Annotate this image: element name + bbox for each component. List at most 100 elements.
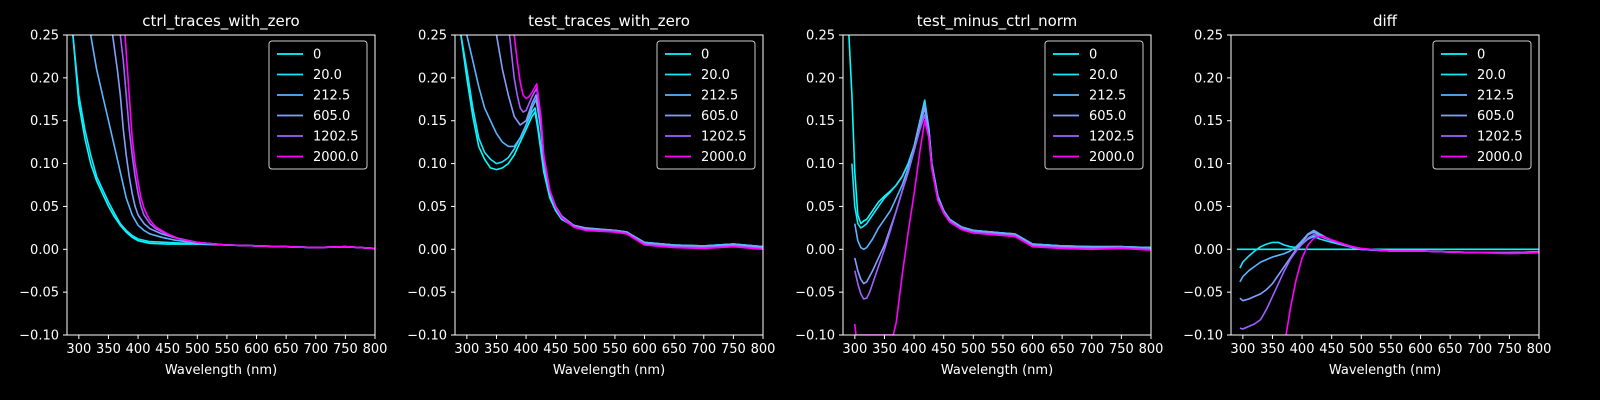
y-tick-label: −0.10	[407, 329, 447, 344]
x-tick-label: 500	[961, 342, 986, 357]
y-tick-label: 0.05	[30, 200, 59, 215]
chart-panel-3: test_minus_ctrl_norm 300 350 400 450 500 550 60…	[795, 12, 1163, 378]
x-tick-label: 800	[1139, 342, 1164, 357]
x-tick-label: 350	[96, 342, 121, 357]
plot-frame	[842, 34, 1152, 336]
series-line-2000.0	[124, 35, 375, 250]
y-tick-label: −0.10	[795, 329, 835, 344]
x-tick-label: 650	[662, 342, 687, 357]
x-axis-label: Wavelength (nm)	[1329, 363, 1441, 378]
x-tick-label: 700	[1079, 342, 1104, 357]
y-tick-label: −0.10	[1183, 329, 1223, 344]
plot-frame	[454, 34, 764, 336]
legend-label: 212.5	[1089, 89, 1126, 104]
legend-label: 1202.5	[313, 130, 359, 145]
chart-panel-4: diff 300 350 400 450 500 550 600 650 700 750 800 −0.…	[1183, 12, 1551, 378]
y-tick-label: −0.10	[19, 329, 59, 344]
x-tick-label: 400	[126, 342, 151, 357]
series-group	[460, 35, 763, 251]
y-tick-label: 0.00	[30, 243, 59, 258]
plot-frame	[1230, 34, 1540, 336]
x-tick-label: 600	[1408, 342, 1433, 357]
y-tick-label: 0.10	[1194, 157, 1223, 172]
legend-label: 0	[313, 48, 321, 63]
x-tick-label: 800	[363, 342, 388, 357]
y-tick-label: 0.25	[30, 29, 59, 44]
x-tick-label: 600	[1020, 342, 1045, 357]
legend-label: 1202.5	[1477, 130, 1523, 145]
legend-label: 2000.0	[701, 150, 747, 165]
series-group	[848, 35, 1151, 335]
y-tick-label: 0.00	[806, 243, 835, 258]
legend-label: 212.5	[701, 89, 738, 104]
chart-panel-2: test_traces_with_zero 300 350 400 450 500 550 6…	[407, 12, 775, 378]
x-tick-label: 300	[1230, 342, 1255, 357]
legend-label: 0	[1477, 48, 1485, 63]
x-tick-label: 300	[66, 342, 91, 357]
x-tick-label: 550	[215, 342, 240, 357]
x-tick-label: 300	[842, 342, 867, 357]
x-tick-label: 600	[632, 342, 657, 357]
x-tick-label: 750	[721, 342, 746, 357]
legend-label: 20.0	[313, 68, 342, 83]
x-tick-label: 650	[1438, 342, 1463, 357]
y-tick-label: 0.00	[418, 243, 447, 258]
x-tick-label: 700	[303, 342, 328, 357]
legend: 0 20.0 212.5 605.0 1202.5 2000.0	[1432, 40, 1532, 170]
y-tick-label: −0.05	[1183, 286, 1223, 301]
legend-label: 2000.0	[313, 150, 359, 165]
x-tick-label: 750	[1109, 342, 1134, 357]
x-tick-label: 350	[1260, 342, 1285, 357]
y-tick-label: 0.25	[806, 29, 835, 44]
legend-label: 605.0	[1477, 109, 1514, 124]
legend: 0 20.0 212.5 605.0 1202.5 2000.0	[1044, 40, 1144, 170]
legend-box	[1432, 40, 1532, 170]
y-tick-label: 0.25	[1194, 29, 1223, 44]
y-tick-label: −0.05	[19, 286, 59, 301]
legend: 0 20.0 212.5 605.0 1202.5 2000.0	[656, 40, 756, 170]
legend-label: 212.5	[313, 89, 350, 104]
y-tick-label: 0.25	[418, 29, 447, 44]
x-tick-label: 450	[155, 342, 180, 357]
y-tick-label: 0.05	[1194, 200, 1223, 215]
x-tick-label: 350	[872, 342, 897, 357]
y-tick-label: 0.15	[1194, 114, 1223, 129]
x-tick-label: 800	[751, 342, 776, 357]
y-tick-label: 0.20	[418, 71, 447, 86]
x-tick-label: 550	[603, 342, 628, 357]
x-tick-label: 700	[1467, 342, 1492, 357]
x-axis-label: Wavelength (nm)	[941, 363, 1053, 378]
series-line-2000.0	[854, 119, 1151, 335]
series-line-2000.0	[1285, 235, 1539, 335]
y-tick-label: 0.20	[806, 71, 835, 86]
x-tick-label: 800	[1527, 342, 1552, 357]
legend-label: 605.0	[313, 109, 350, 124]
y-tick-label: 0.20	[1194, 71, 1223, 86]
x-tick-label: 550	[1379, 342, 1404, 357]
legend-label: 1202.5	[1089, 130, 1135, 145]
y-tick-label: 0.05	[418, 200, 447, 215]
x-tick-label: 600	[244, 342, 269, 357]
y-tick-label: −0.05	[795, 286, 835, 301]
y-tick-label: −0.05	[407, 286, 447, 301]
x-tick-label: 300	[454, 342, 479, 357]
legend-box	[656, 40, 756, 170]
x-tick-label: 400	[514, 342, 539, 357]
legend-box	[268, 40, 368, 170]
x-tick-label: 500	[185, 342, 210, 357]
legend-label: 20.0	[701, 68, 730, 83]
x-axis-label: Wavelength (nm)	[165, 363, 277, 378]
legend-label: 212.5	[1477, 89, 1514, 104]
x-tick-label: 450	[931, 342, 956, 357]
legend-label: 1202.5	[701, 130, 747, 145]
legend-label: 605.0	[1089, 109, 1126, 124]
x-tick-label: 450	[1319, 342, 1344, 357]
legend-label: 605.0	[701, 109, 738, 124]
y-tick-label: 0.05	[806, 200, 835, 215]
chart-panel-1: ctrl_traces_with_zero 300 350 400 450 500 550 6…	[19, 12, 387, 378]
legend-label: 20.0	[1089, 68, 1118, 83]
x-tick-label: 400	[1290, 342, 1315, 357]
chart-title: test_minus_ctrl_norm	[917, 12, 1078, 31]
legend-label: 0	[1089, 48, 1097, 63]
